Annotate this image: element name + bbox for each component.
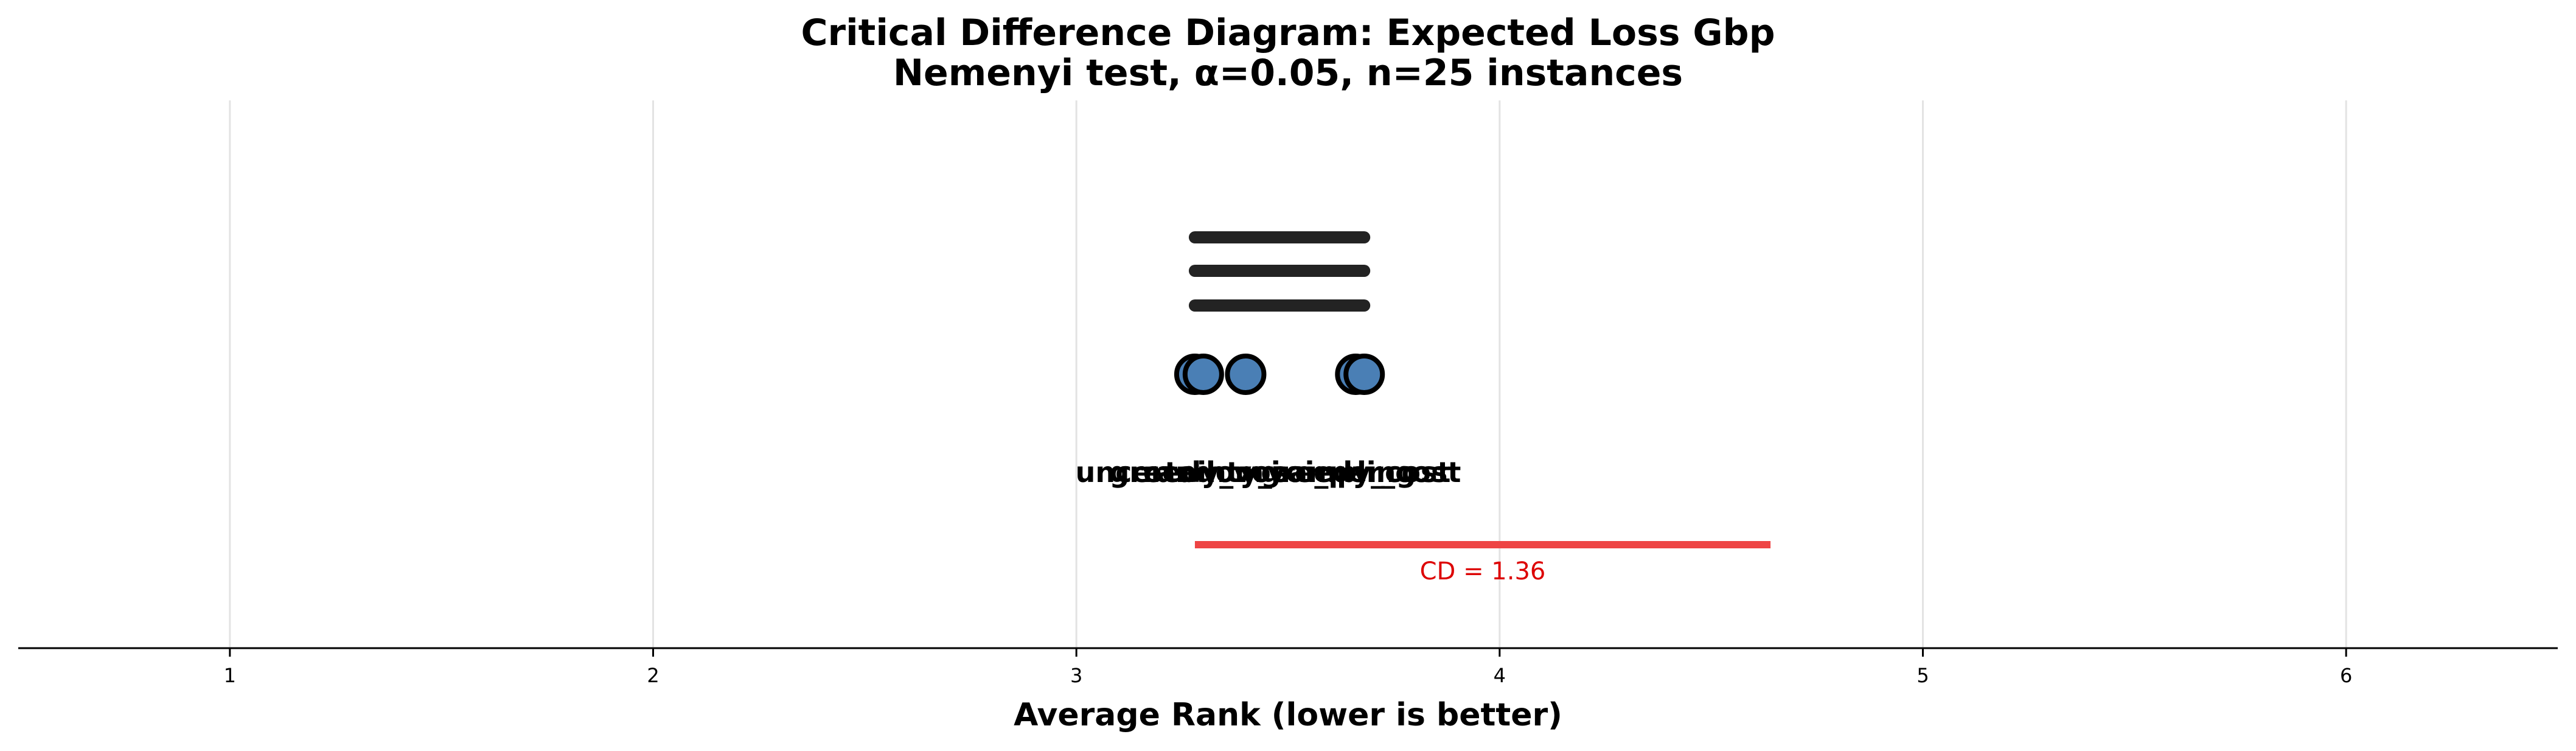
grid-lines	[229, 100, 2347, 648]
method-label: uncertainty_sampling	[1076, 456, 1416, 489]
method-labels: greedy_voirandomuncertainty_samplinggree…	[1076, 456, 1461, 489]
method-label: random	[1143, 456, 1264, 489]
method-point	[1225, 354, 1267, 395]
x-tick-label: 1	[224, 664, 236, 687]
chart-subtitle: Nemenyi test, α=0.05, n=25 instances	[893, 52, 1683, 94]
x-axis-label: Average Rank (lower is better)	[1014, 697, 1562, 733]
x-tick-label: 6	[2340, 664, 2352, 687]
clique-bars	[1188, 231, 1371, 312]
x-tick-label: 4	[1494, 664, 1506, 687]
cd-label: CD = 1.36	[1420, 557, 1546, 585]
method-label: greedy_cost	[1261, 456, 1450, 489]
x-axis-ticks: 1 2 3 4 5 6	[224, 648, 2352, 687]
method-label: greedy_voi	[1109, 456, 1280, 489]
method-label: voi_per_cost	[1267, 456, 1461, 489]
x-tick-label: 3	[1070, 664, 1082, 687]
critical-difference-indicator: CD = 1.36	[1194, 541, 1771, 585]
method-point	[1343, 354, 1385, 395]
x-tick-label: 2	[647, 664, 659, 687]
method-points	[1174, 354, 1385, 395]
x-tick-label: 5	[1916, 664, 1929, 687]
method-point	[1182, 354, 1224, 395]
chart-title: Critical Difference Diagram: Expected Lo…	[801, 12, 1775, 54]
